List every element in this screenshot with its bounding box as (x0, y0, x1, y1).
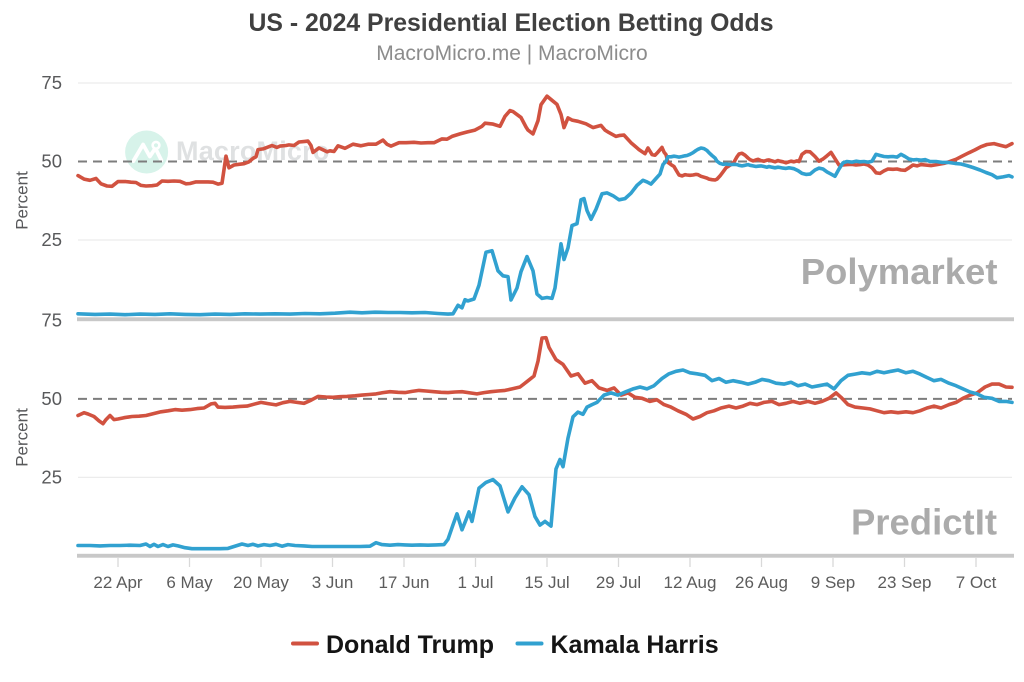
svg-text:9 Sep: 9 Sep (811, 573, 855, 592)
svg-text:3 Jun: 3 Jun (312, 573, 354, 592)
svg-text:Kamala Harris: Kamala Harris (551, 631, 719, 659)
svg-text:22 Apr: 22 Apr (93, 573, 142, 592)
svg-text:25: 25 (41, 229, 62, 250)
svg-text:1 Jul: 1 Jul (458, 573, 494, 592)
svg-text:Donald Trump: Donald Trump (326, 631, 494, 659)
svg-text:50: 50 (41, 388, 62, 409)
svg-text:26 Aug: 26 Aug (735, 573, 788, 592)
svg-text:12 Aug: 12 Aug (664, 573, 717, 592)
svg-text:7 Oct: 7 Oct (956, 573, 997, 592)
svg-text:15 Jul: 15 Jul (524, 573, 569, 592)
svg-text:50: 50 (41, 151, 62, 172)
svg-text:17 Jun: 17 Jun (378, 573, 429, 592)
svg-text:MacroMicro.me | MacroMicro: MacroMicro.me | MacroMicro (376, 42, 647, 65)
svg-text:Percent: Percent (13, 408, 32, 467)
svg-text:Polymarket: Polymarket (801, 251, 998, 292)
svg-text:75: 75 (41, 72, 62, 93)
svg-text:Percent: Percent (13, 171, 32, 230)
svg-text:23 Sep: 23 Sep (878, 573, 932, 592)
svg-text:US - 2024 Presidential Electio: US - 2024 Presidential Election Betting … (249, 10, 774, 37)
svg-text:6 May: 6 May (166, 573, 213, 592)
svg-text:25: 25 (41, 466, 62, 487)
svg-text:PredictIt: PredictIt (851, 502, 997, 543)
svg-text:75: 75 (41, 309, 62, 330)
svg-text:29 Jul: 29 Jul (596, 573, 641, 592)
svg-text:20 May: 20 May (233, 573, 289, 592)
